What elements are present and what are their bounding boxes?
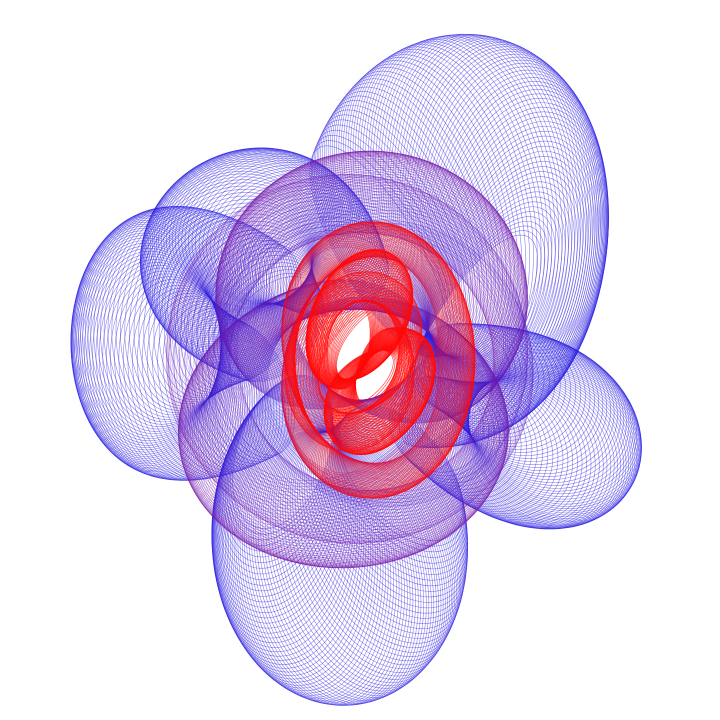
inner-core-swirl [284,271,423,452]
middle-ring [165,174,534,544]
